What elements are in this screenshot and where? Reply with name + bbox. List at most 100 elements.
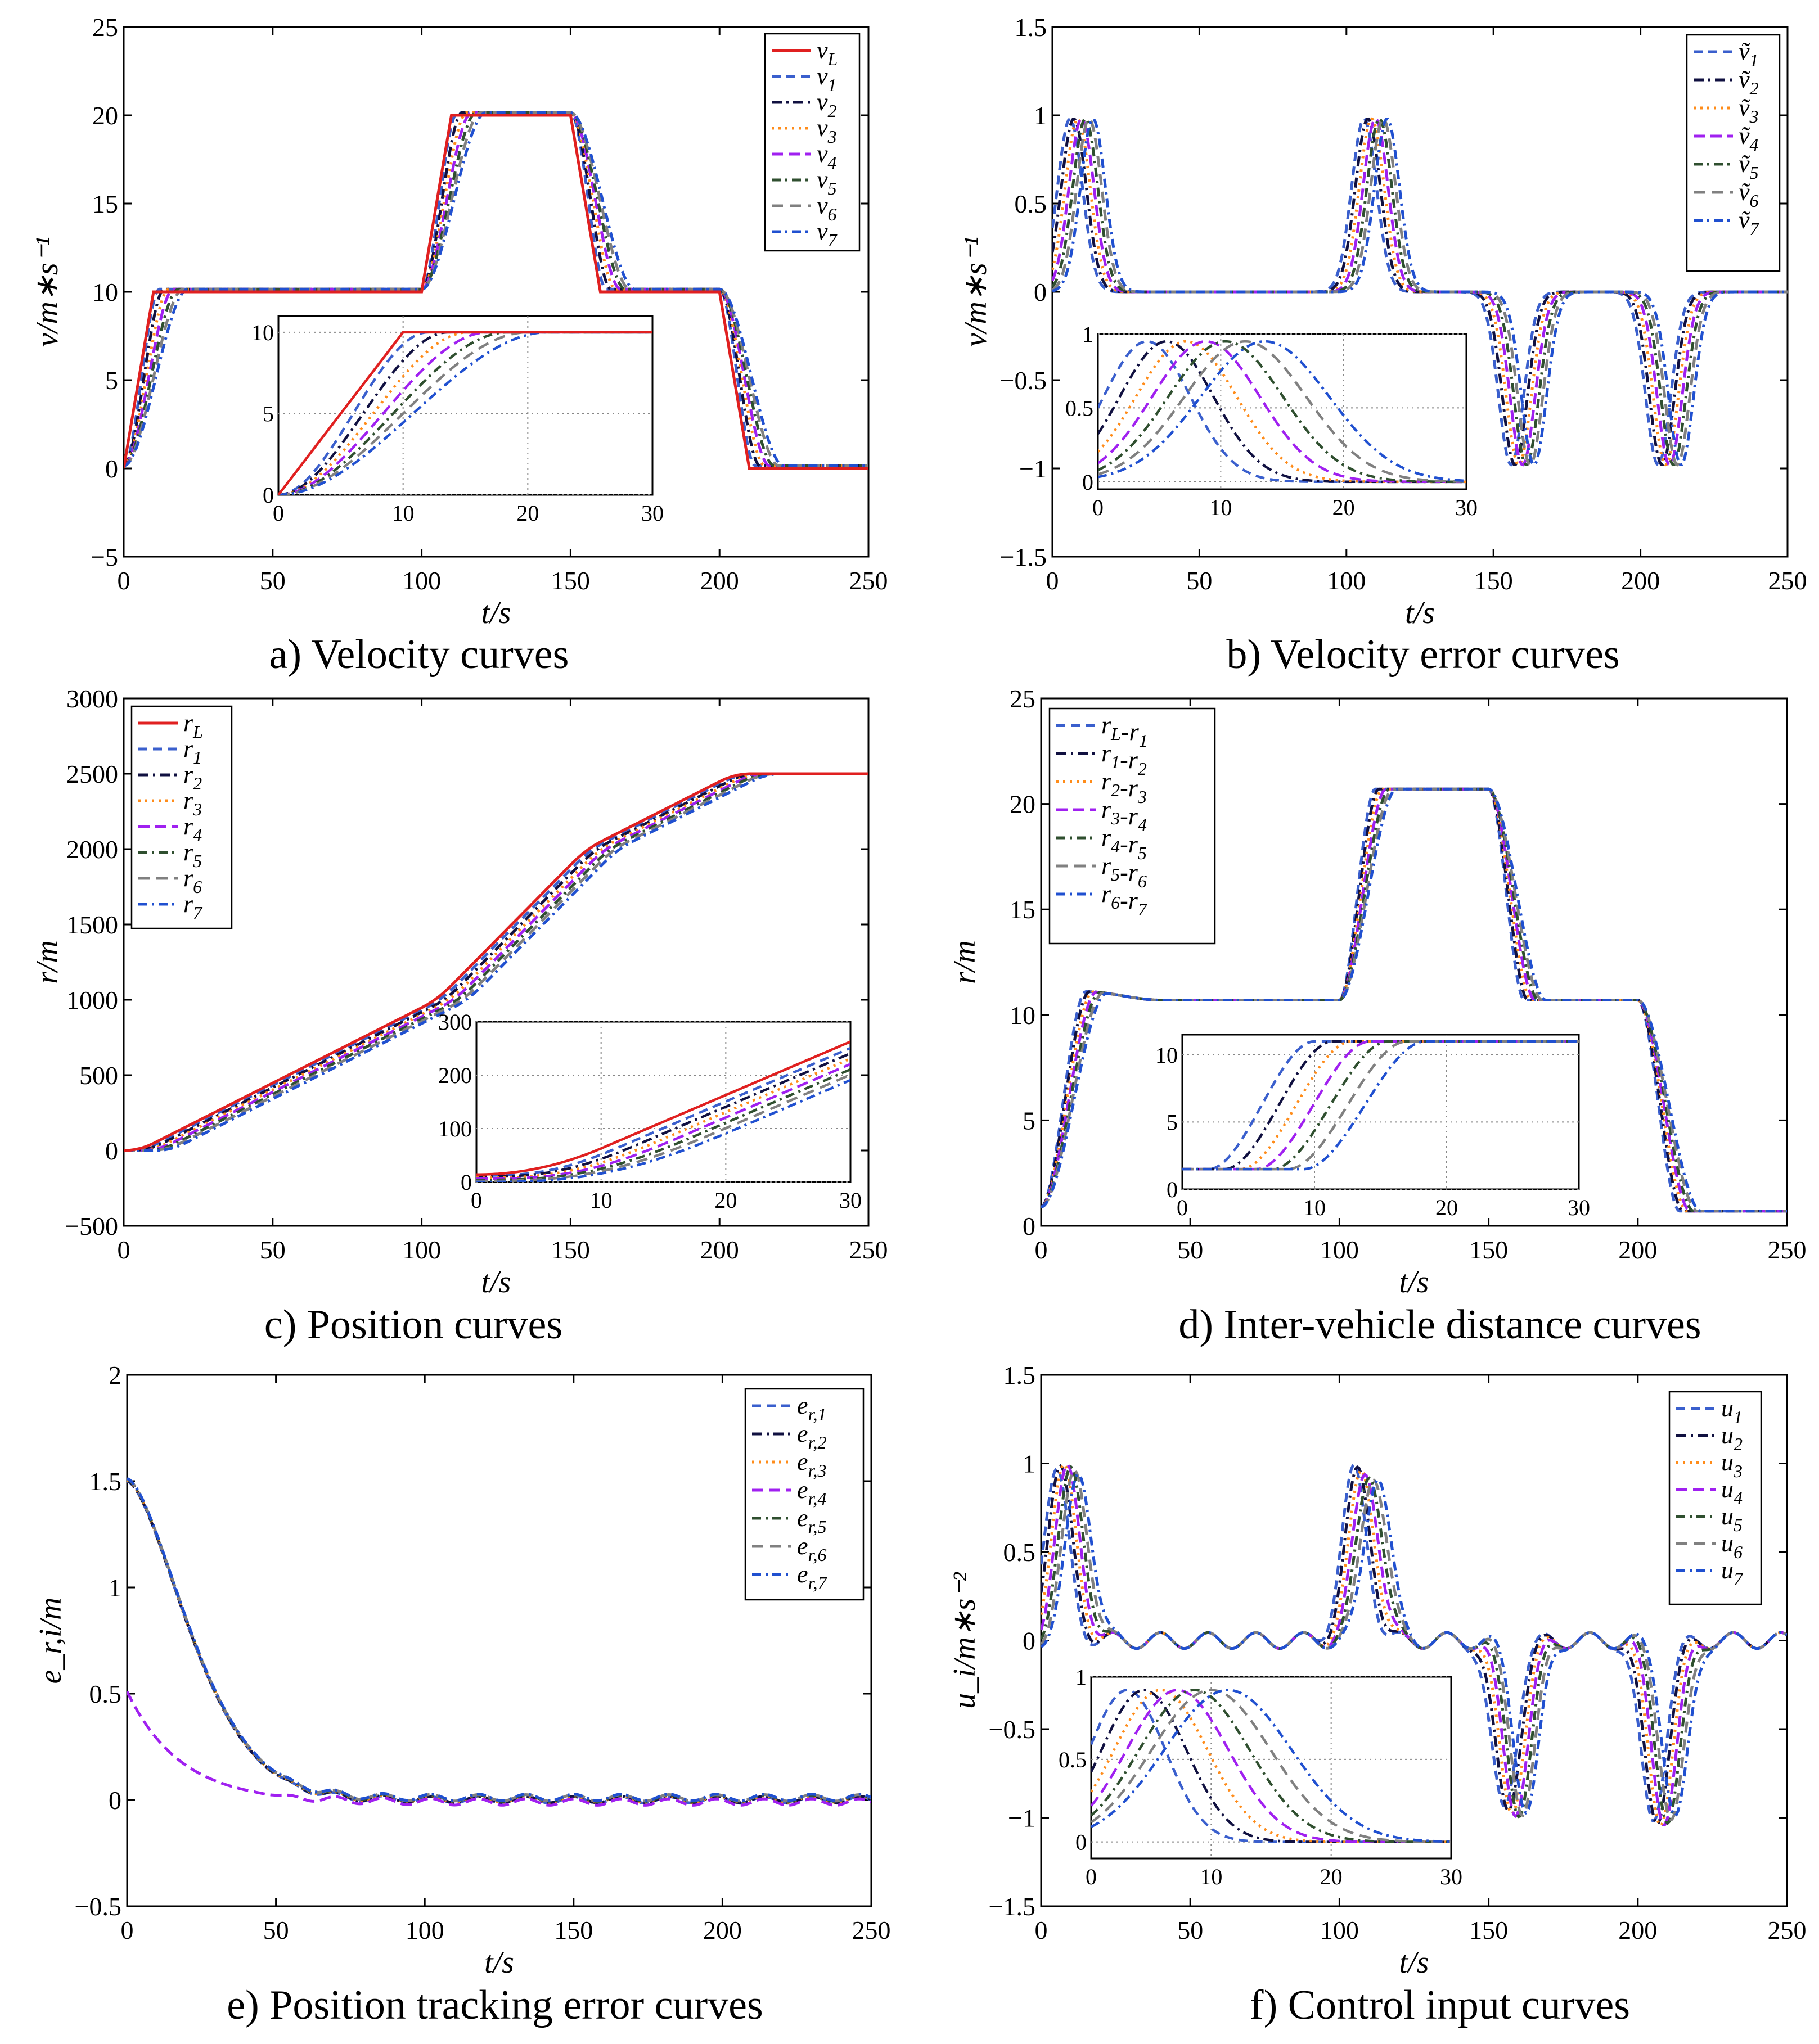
x-tick-label: 200 (700, 1235, 739, 1264)
inset-series-line-7 (476, 1079, 850, 1182)
inset-box (277, 315, 654, 496)
legend-label: r5 (183, 838, 202, 871)
inset-series-line-7 (278, 331, 652, 495)
inset-x-tick-label: 30 (1568, 1195, 1590, 1220)
legend-label: v7 (817, 218, 838, 250)
inset-y-tick-label: 0 (1167, 1177, 1178, 1202)
y-tick-label: −0.5 (75, 1892, 121, 1921)
y-tick-label: −1 (1008, 1804, 1035, 1833)
inset-series-line-4 (1098, 340, 1466, 484)
inset-x-tick-label: 20 (1332, 495, 1355, 520)
x-tick-label: 250 (849, 1235, 888, 1264)
y-tick-label: 1.5 (89, 1467, 122, 1496)
inset-y-tick-label: 0 (263, 482, 274, 508)
y-axis-label: r/m (30, 940, 65, 984)
x-tick-label: 150 (1469, 1235, 1508, 1264)
panel-caption: b) Velocity error curves (1226, 631, 1619, 678)
y-tick-label: −1 (1019, 454, 1047, 483)
series-line-7 (124, 111, 868, 467)
y-tick-label: 0 (105, 454, 118, 483)
y-tick-label: 1 (109, 1573, 121, 1602)
inset-x-tick-label: 30 (1440, 1864, 1462, 1889)
y-tick-label: −5 (91, 543, 118, 571)
x-tick-label: 100 (402, 1235, 441, 1264)
x-axis-label: t/s (484, 1945, 514, 1980)
legend-box (130, 705, 233, 929)
legend-label: r1 (183, 735, 202, 768)
legend-label: er,5 (797, 1504, 826, 1537)
legend: er,1er,2er,3er,4er,5er,6er,7 (744, 1388, 865, 1601)
series-line-7 (124, 772, 868, 1152)
x-tick-label: 0 (1035, 1235, 1048, 1264)
x-tick-label: 100 (1320, 1916, 1359, 1944)
inset-x-tick-label: 10 (392, 500, 415, 526)
inset-x-tick-label: 10 (1209, 495, 1232, 520)
y-tick-label: 5 (1023, 1106, 1035, 1135)
x-tick-label: 100 (402, 566, 441, 595)
legend-box (1668, 1391, 1762, 1605)
x-tick-label: 100 (1320, 1235, 1359, 1264)
x-tick-label: 0 (118, 1235, 130, 1264)
leader-line (124, 114, 868, 470)
panel-caption: f) Control input curves (1250, 1982, 1630, 2028)
x-tick-label: 200 (1618, 1235, 1657, 1264)
y-tick-label: 0 (105, 1136, 118, 1165)
y-tick-label: 1 (1023, 1450, 1035, 1478)
y-tick-label: 2 (109, 1361, 121, 1389)
panel-caption: d) Inter-vehicle distance curves (1178, 1302, 1701, 1348)
legend-label: u4 (1721, 1476, 1743, 1508)
y-tick-label: 1500 (66, 910, 118, 939)
y-axis-label: u_i/m∗s⁻² (947, 1572, 982, 1709)
inset-series-line-3 (476, 1057, 850, 1179)
x-axis-label: t/s (1399, 1265, 1429, 1300)
legend-label: r3 (183, 787, 202, 819)
inset-x-tick-label: 20 (1320, 1864, 1343, 1889)
y-tick-label: 15 (1010, 895, 1035, 924)
legend-label: r2-r3 (1101, 768, 1147, 807)
y-axis-label: r/m (947, 940, 982, 984)
x-tick-label: 50 (1186, 566, 1212, 595)
x-tick-label: 50 (263, 1916, 289, 1944)
legend-label: er,2 (797, 1420, 826, 1452)
y-tick-label: 10 (92, 278, 118, 306)
inset-y-tick-label: 0 (1075, 1830, 1087, 1855)
legend-label: vL (817, 37, 838, 69)
x-tick-label: 250 (852, 1916, 891, 1944)
y-tick-label: 0.5 (1015, 189, 1047, 218)
inset-x-tick-label: 10 (1200, 1864, 1222, 1889)
inset-series-line-7 (1091, 1689, 1451, 1843)
inset-series-line-2 (1098, 340, 1466, 484)
x-axis-label: t/s (1405, 595, 1435, 630)
y-tick-label: 15 (92, 189, 118, 218)
legend-label: v2 (817, 88, 837, 121)
y-tick-label: −1.5 (1000, 543, 1047, 571)
leader-line (124, 772, 868, 1152)
series-line-6 (124, 772, 868, 1152)
legend-label: r5-r6 (1101, 852, 1147, 891)
y-tick-label: −1.5 (989, 1892, 1035, 1921)
x-tick-label: 0 (1035, 1916, 1048, 1944)
legend-box (764, 33, 861, 252)
y-tick-label: 1.5 (1015, 13, 1047, 42)
legend-label: er,1 (797, 1392, 826, 1424)
y-tick-label: 25 (1010, 684, 1035, 713)
x-tick-label: 200 (1618, 1916, 1657, 1944)
x-tick-label: 0 (1046, 566, 1059, 595)
legend-label: ṽ2 (1739, 66, 1759, 98)
x-axis-label: t/s (481, 1265, 511, 1300)
inset-series-line-4 (1091, 1689, 1451, 1843)
legend-label: r2 (183, 761, 202, 793)
series-line-5 (1041, 1465, 1787, 1825)
inset: 0 10 20 30 0 0.5 1 (1059, 1664, 1462, 1889)
inset-x-tick-label: 10 (590, 1188, 613, 1213)
legend-label: u7 (1721, 1556, 1744, 1589)
y-tick-label: 0 (1023, 1627, 1035, 1655)
legend-label: rL (183, 709, 203, 742)
y-tick-label: 10 (1010, 1001, 1035, 1030)
inset-y-tick-label: 0 (461, 1170, 472, 1195)
panel-caption: c) Position curves (264, 1302, 562, 1348)
y-axis-label: e_r,i/m (33, 1598, 68, 1684)
